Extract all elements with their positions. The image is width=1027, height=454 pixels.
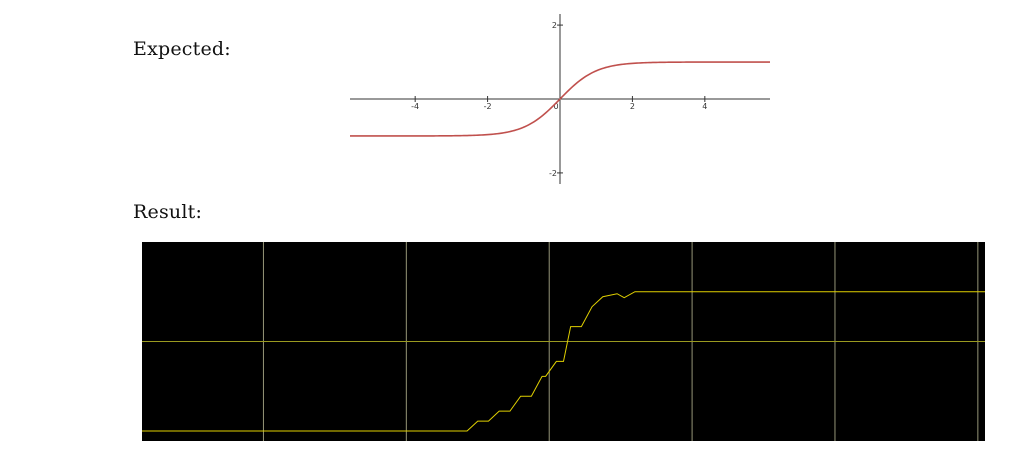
y-tick-label: 2	[552, 21, 557, 30]
x-tick-label: 0	[553, 102, 558, 111]
x-tick-label: 2	[630, 102, 635, 111]
result-curve	[142, 291, 985, 432]
result-chart	[142, 242, 985, 441]
x-tick-label: -4	[411, 102, 419, 111]
y-tick-label: -2	[549, 169, 557, 178]
result-grid	[142, 242, 985, 441]
x-tick-label: 4	[702, 102, 707, 111]
expected-curve	[350, 61, 770, 137]
x-tick-label: -2	[484, 102, 492, 111]
expected-label: Expected:	[133, 38, 231, 60]
result-label: Result:	[133, 201, 203, 223]
expected-chart: -4 -2 0 2 4 -2 2	[350, 14, 770, 184]
